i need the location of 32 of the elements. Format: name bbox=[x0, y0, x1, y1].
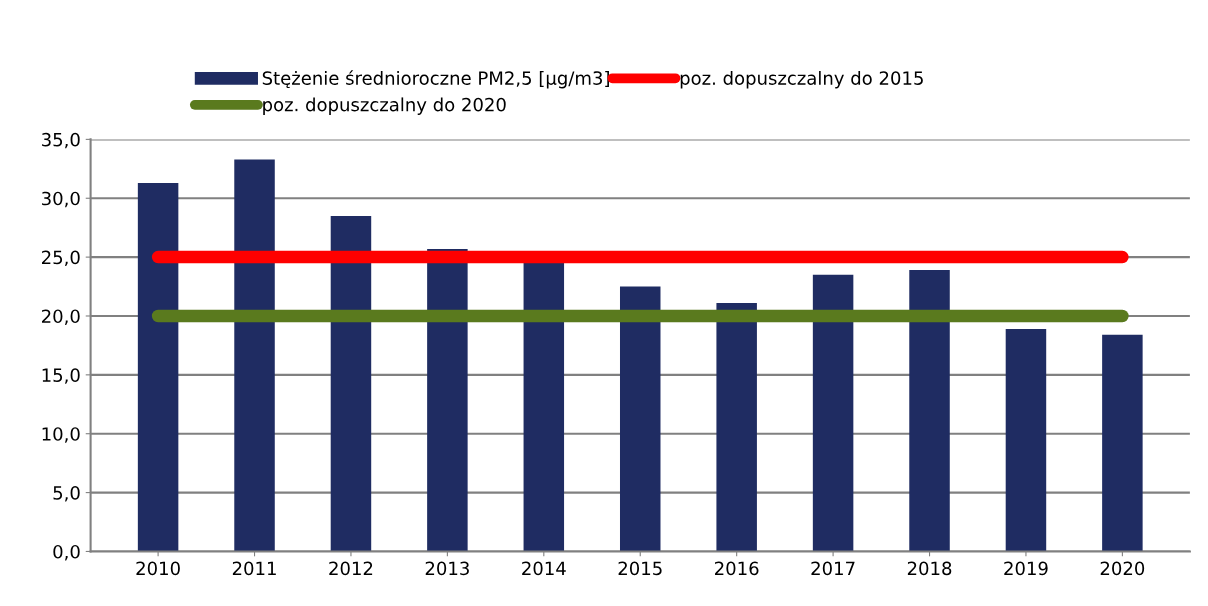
x-tick-label: 2020 bbox=[1100, 561, 1145, 576]
bar bbox=[812, 274, 854, 552]
bar bbox=[909, 270, 950, 552]
bar bbox=[137, 182, 179, 552]
bar bbox=[1005, 328, 1047, 552]
legend-label: poz. dopuszczalny do 2020 bbox=[263, 97, 506, 115]
x-tick-label: 2010 bbox=[136, 561, 180, 576]
y-tick-label: 35,0 bbox=[42, 132, 80, 149]
bar bbox=[523, 263, 565, 552]
bar bbox=[427, 248, 468, 552]
x-tick-label: 2015 bbox=[618, 561, 662, 576]
x-tick-label: 2016 bbox=[715, 561, 759, 576]
y-tick-label: 25,0 bbox=[42, 250, 80, 267]
legend-label: Stężenie średnioroczne PM2,5 [µg/m3] bbox=[262, 70, 609, 89]
y-tick-label: 10,0 bbox=[42, 427, 80, 443]
y-tick-label: 30,0 bbox=[42, 191, 80, 208]
x-tick-label: 2018 bbox=[907, 561, 952, 576]
x-tick-label: 2019 bbox=[1004, 561, 1048, 576]
bar bbox=[1102, 334, 1143, 552]
legend-label: poz. dopuszczalny do 2015 bbox=[680, 70, 923, 89]
y-tick-label: 20,0 bbox=[42, 309, 80, 325]
x-tick-label: 2011 bbox=[232, 561, 276, 576]
bar bbox=[234, 159, 275, 552]
bar bbox=[716, 303, 757, 552]
x-tick-label: 2013 bbox=[425, 561, 469, 576]
x-tick-label: 2012 bbox=[329, 561, 373, 576]
y-tick-label: 0,0 bbox=[53, 544, 80, 561]
y-tick-label: 5,0 bbox=[53, 486, 80, 502]
y-tick-label: 15,0 bbox=[42, 368, 80, 384]
x-tick-label: 2017 bbox=[811, 561, 855, 576]
bar bbox=[619, 286, 661, 552]
x-tick-label: 2014 bbox=[522, 561, 566, 576]
